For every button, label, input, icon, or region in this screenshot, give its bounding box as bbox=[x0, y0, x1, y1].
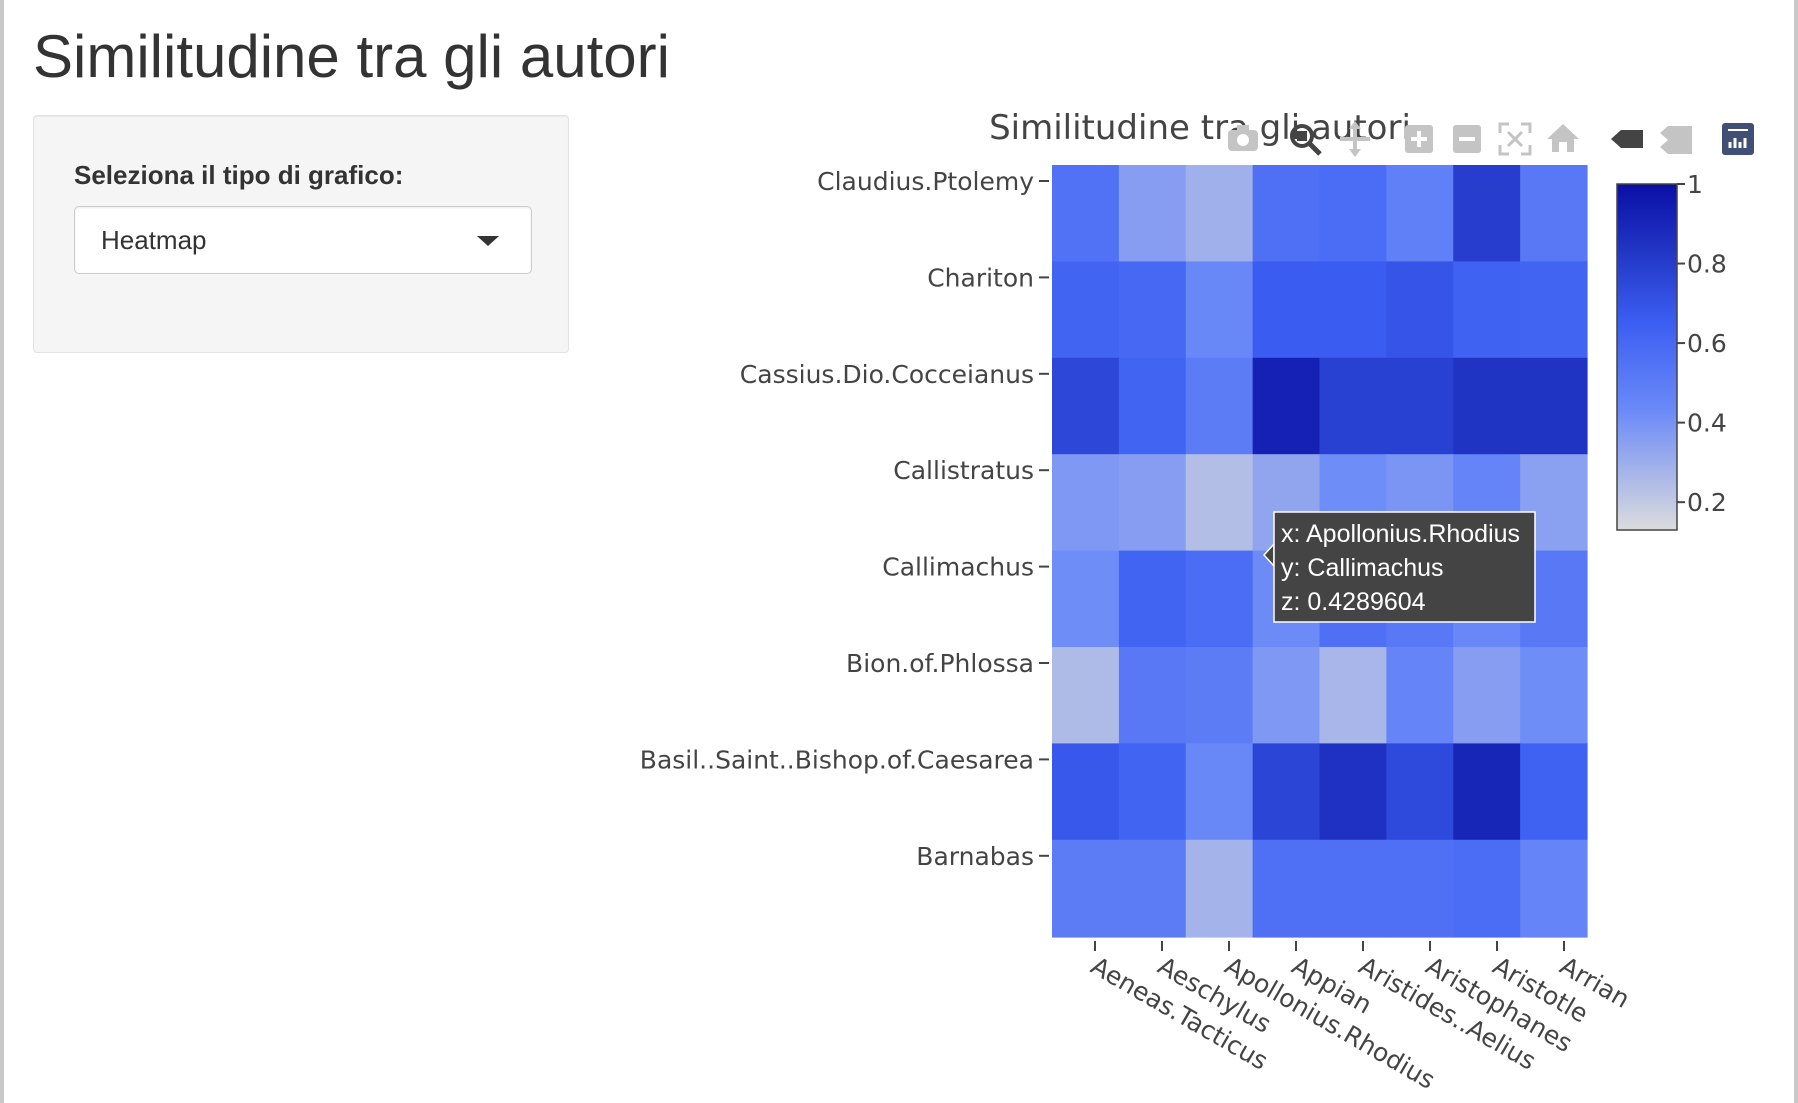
heatmap-cell[interactable] bbox=[1386, 165, 1454, 262]
heatmap-cell[interactable] bbox=[1453, 839, 1521, 938]
heatmap-cell[interactable] bbox=[1052, 454, 1120, 552]
chevron-down-icon bbox=[477, 236, 499, 246]
chart-type-select[interactable]: Heatmap bbox=[74, 206, 532, 274]
page-title: Similitudine tra gli autori bbox=[33, 23, 670, 90]
heatmap-cell[interactable] bbox=[1052, 261, 1120, 359]
colorbar-gradient bbox=[1616, 183, 1678, 531]
heatmap-cell[interactable] bbox=[1252, 647, 1321, 744]
heatmap-cell[interactable] bbox=[1520, 839, 1588, 938]
home-icon[interactable] bbox=[1545, 121, 1581, 157]
heatmap-cell[interactable] bbox=[1118, 839, 1187, 938]
window-border-left bbox=[0, 0, 4, 1103]
pan-icon[interactable] bbox=[1337, 121, 1373, 157]
camera-icon[interactable] bbox=[1225, 121, 1261, 157]
chart-title: Similitudine tra gli autori bbox=[989, 108, 1411, 148]
heatmap-cell[interactable] bbox=[1386, 839, 1454, 938]
heatmap-cell[interactable] bbox=[1520, 743, 1588, 841]
heatmap-cell[interactable] bbox=[1185, 743, 1254, 841]
hover-y-line: y: Callimachus bbox=[1281, 554, 1444, 582]
heatmap-cell[interactable] bbox=[1319, 743, 1387, 841]
heatmap-cell[interactable] bbox=[1453, 165, 1521, 262]
hover-tooltip-box bbox=[1273, 511, 1536, 623]
colorbar-tick-label: 0.2 bbox=[1687, 488, 1727, 517]
heatmap-cell[interactable] bbox=[1185, 839, 1254, 938]
x-axis: Aeneas.TacticusAeschylusApollonius.Rhodi… bbox=[1086, 941, 1635, 1095]
heatmap-cell[interactable] bbox=[1052, 357, 1120, 455]
heatmap-cell[interactable] bbox=[1520, 647, 1588, 744]
modebar bbox=[1225, 121, 1756, 157]
zoom-in-icon[interactable] bbox=[1401, 121, 1437, 157]
autoscale-icon[interactable] bbox=[1497, 121, 1533, 157]
y-tick-label: Cassius.Dio.Cocceianus bbox=[740, 360, 1034, 389]
heatmap-cell[interactable] bbox=[1118, 743, 1187, 841]
heatmap-cell[interactable] bbox=[1185, 357, 1254, 455]
heatmap-cell[interactable] bbox=[1118, 647, 1187, 744]
heatmap-cells bbox=[1052, 165, 1588, 938]
colorbar-tick-label: 0.6 bbox=[1687, 329, 1727, 358]
y-tick-label: Barnabas bbox=[916, 842, 1034, 871]
hover-z-line: z: 0.4289604 bbox=[1281, 588, 1426, 616]
heatmap-cell[interactable] bbox=[1319, 839, 1387, 938]
chart-type-select-value: Heatmap bbox=[101, 225, 207, 255]
y-tick-label: Bion.of.Phlossa bbox=[846, 649, 1034, 678]
heatmap-cell[interactable] bbox=[1319, 357, 1387, 455]
colorbar: 1 0.8 0.6 0.4 0.2 bbox=[1616, 170, 1727, 531]
heatmap-cell[interactable] bbox=[1252, 357, 1321, 455]
heatmap-cell[interactable] bbox=[1252, 261, 1321, 359]
chart-type-label: Seleziona il tipo di grafico: bbox=[74, 160, 404, 190]
heatmap-cell[interactable] bbox=[1118, 357, 1187, 455]
heatmap-cell[interactable] bbox=[1453, 743, 1521, 841]
zoom-out-icon[interactable] bbox=[1449, 121, 1485, 157]
colorbar-tick-label: 0.8 bbox=[1687, 250, 1727, 279]
heatmap-cell[interactable] bbox=[1118, 550, 1187, 648]
heatmap-cell[interactable] bbox=[1118, 261, 1187, 359]
zoom-icon[interactable] bbox=[1287, 121, 1323, 157]
heatmap-cell[interactable] bbox=[1052, 839, 1120, 938]
heatmap-cell[interactable] bbox=[1052, 165, 1120, 262]
heatmap-cell[interactable] bbox=[1052, 647, 1120, 744]
heatmap-cell[interactable] bbox=[1386, 261, 1454, 359]
heatmap-cell[interactable] bbox=[1453, 261, 1521, 359]
y-axis: Claudius.Ptolemy Chariton Cassius.Dio.Cocc… bbox=[640, 167, 1049, 871]
heatmap-cell[interactable] bbox=[1386, 647, 1454, 744]
spike-lines-icon[interactable] bbox=[1609, 121, 1645, 157]
heatmap-cell[interactable] bbox=[1118, 454, 1187, 552]
window-border-right bbox=[1794, 0, 1798, 1103]
heatmap-cell[interactable] bbox=[1185, 165, 1254, 262]
heatmap-cell[interactable] bbox=[1252, 839, 1321, 938]
heatmap-cell[interactable] bbox=[1453, 647, 1521, 744]
hover-x-line: x: Apollonius.Rhodius bbox=[1281, 520, 1520, 548]
heatmap-cell[interactable] bbox=[1520, 261, 1588, 359]
heatmap-cell[interactable] bbox=[1118, 165, 1187, 262]
heatmap-cell[interactable] bbox=[1386, 743, 1454, 841]
heatmap-cell[interactable] bbox=[1252, 743, 1321, 841]
plotly-logo-icon[interactable] bbox=[1720, 121, 1756, 157]
heatmap-cell[interactable] bbox=[1185, 454, 1254, 552]
heatmap-cell[interactable] bbox=[1185, 647, 1254, 744]
heatmap-cell[interactable] bbox=[1319, 647, 1387, 744]
heatmap-cell[interactable] bbox=[1520, 165, 1588, 262]
heatmap-cell[interactable] bbox=[1453, 357, 1521, 455]
compare-hover-icon[interactable] bbox=[1658, 121, 1694, 157]
hover-tooltip: x: Apollonius.Rhodius y: Callimachus z: … bbox=[1262, 511, 1536, 623]
heatmap-cell[interactable] bbox=[1319, 261, 1387, 359]
colorbar-tick-label: 1 bbox=[1687, 170, 1703, 199]
heatmap-cell[interactable] bbox=[1386, 357, 1454, 455]
y-tick-label: Callimachus bbox=[882, 553, 1034, 582]
y-tick-label: Basil..Saint..Bishop.of.Caesarea bbox=[640, 745, 1034, 774]
heatmap-cell[interactable] bbox=[1185, 550, 1254, 648]
y-tick-label: Claudius.Ptolemy bbox=[817, 167, 1034, 196]
sidebar-panel: Seleziona il tipo di grafico: Heatmap bbox=[33, 115, 569, 353]
heatmap-cell[interactable] bbox=[1319, 165, 1387, 262]
heatmap-cell[interactable] bbox=[1520, 357, 1588, 455]
heatmap-cell[interactable] bbox=[1052, 743, 1120, 841]
y-tick-label: Chariton bbox=[927, 263, 1034, 292]
colorbar-tick-label: 0.4 bbox=[1687, 409, 1727, 438]
heatmap-cell[interactable] bbox=[1185, 261, 1254, 359]
heatmap-cell[interactable] bbox=[1252, 165, 1321, 262]
y-tick-label: Callistratus bbox=[893, 456, 1034, 485]
heatmap-cell[interactable] bbox=[1052, 550, 1120, 648]
